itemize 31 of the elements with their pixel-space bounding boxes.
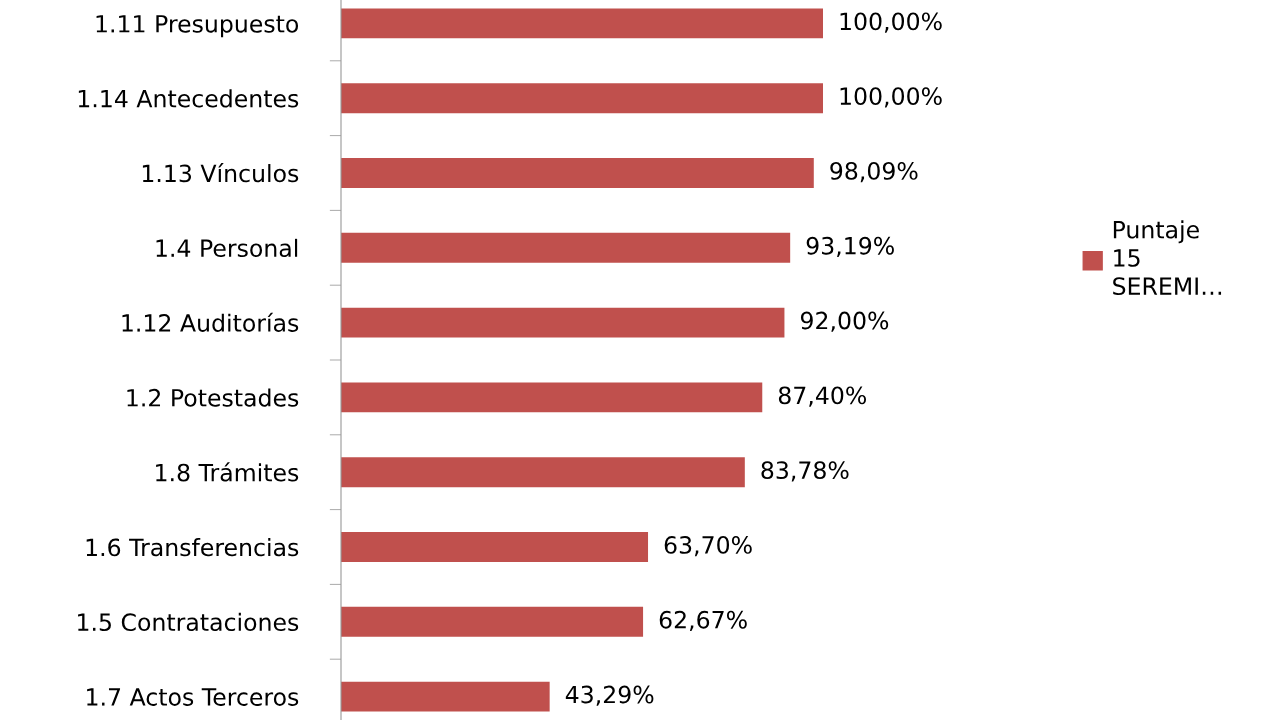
y-tick-label: 1.12 Auditorías <box>122 312 299 332</box>
bar <box>341 382 763 413</box>
y-tick-label: 1.14 Antecedentes <box>78 89 299 108</box>
data-label: 83,78% <box>761 461 849 482</box>
data-label: 100,00% <box>840 12 942 33</box>
bar <box>341 307 785 338</box>
bar <box>341 606 644 637</box>
data-label: 62,67% <box>659 610 747 632</box>
bar <box>341 532 649 562</box>
y-tick-label: 1.6 Transferencias <box>86 538 299 557</box>
y-tick-label: 1.8 Trámites <box>156 462 299 482</box>
legend-label: Puntaje 15 SEREMI… <box>1113 220 1222 296</box>
data-label: 92,00% <box>800 311 889 332</box>
bar <box>341 232 791 263</box>
data-label: 93,19% <box>806 236 894 258</box>
y-tick-label: 1.5 Contrataciones <box>78 612 299 632</box>
data-label: 63,70% <box>664 535 752 557</box>
bar <box>341 681 550 712</box>
data-label: 98,09% <box>830 161 918 183</box>
y-tick-label: 1.4 Personal <box>156 238 298 258</box>
bar <box>341 158 814 188</box>
y-tick-label: 1.7 Actos Terceros <box>87 688 299 706</box>
data-label: 43,29% <box>565 685 654 706</box>
y-tick-label: 1.11 Presupuesto <box>96 15 299 38</box>
data-label: 100,00% <box>840 87 942 108</box>
y-tick-label: 1.13 Vínculos <box>142 163 299 183</box>
y-tick-label: 1.2 Potestades <box>127 388 299 407</box>
data-label: 87,40% <box>778 386 866 407</box>
bar <box>341 8 823 39</box>
bar <box>341 83 823 114</box>
bar <box>341 457 745 488</box>
